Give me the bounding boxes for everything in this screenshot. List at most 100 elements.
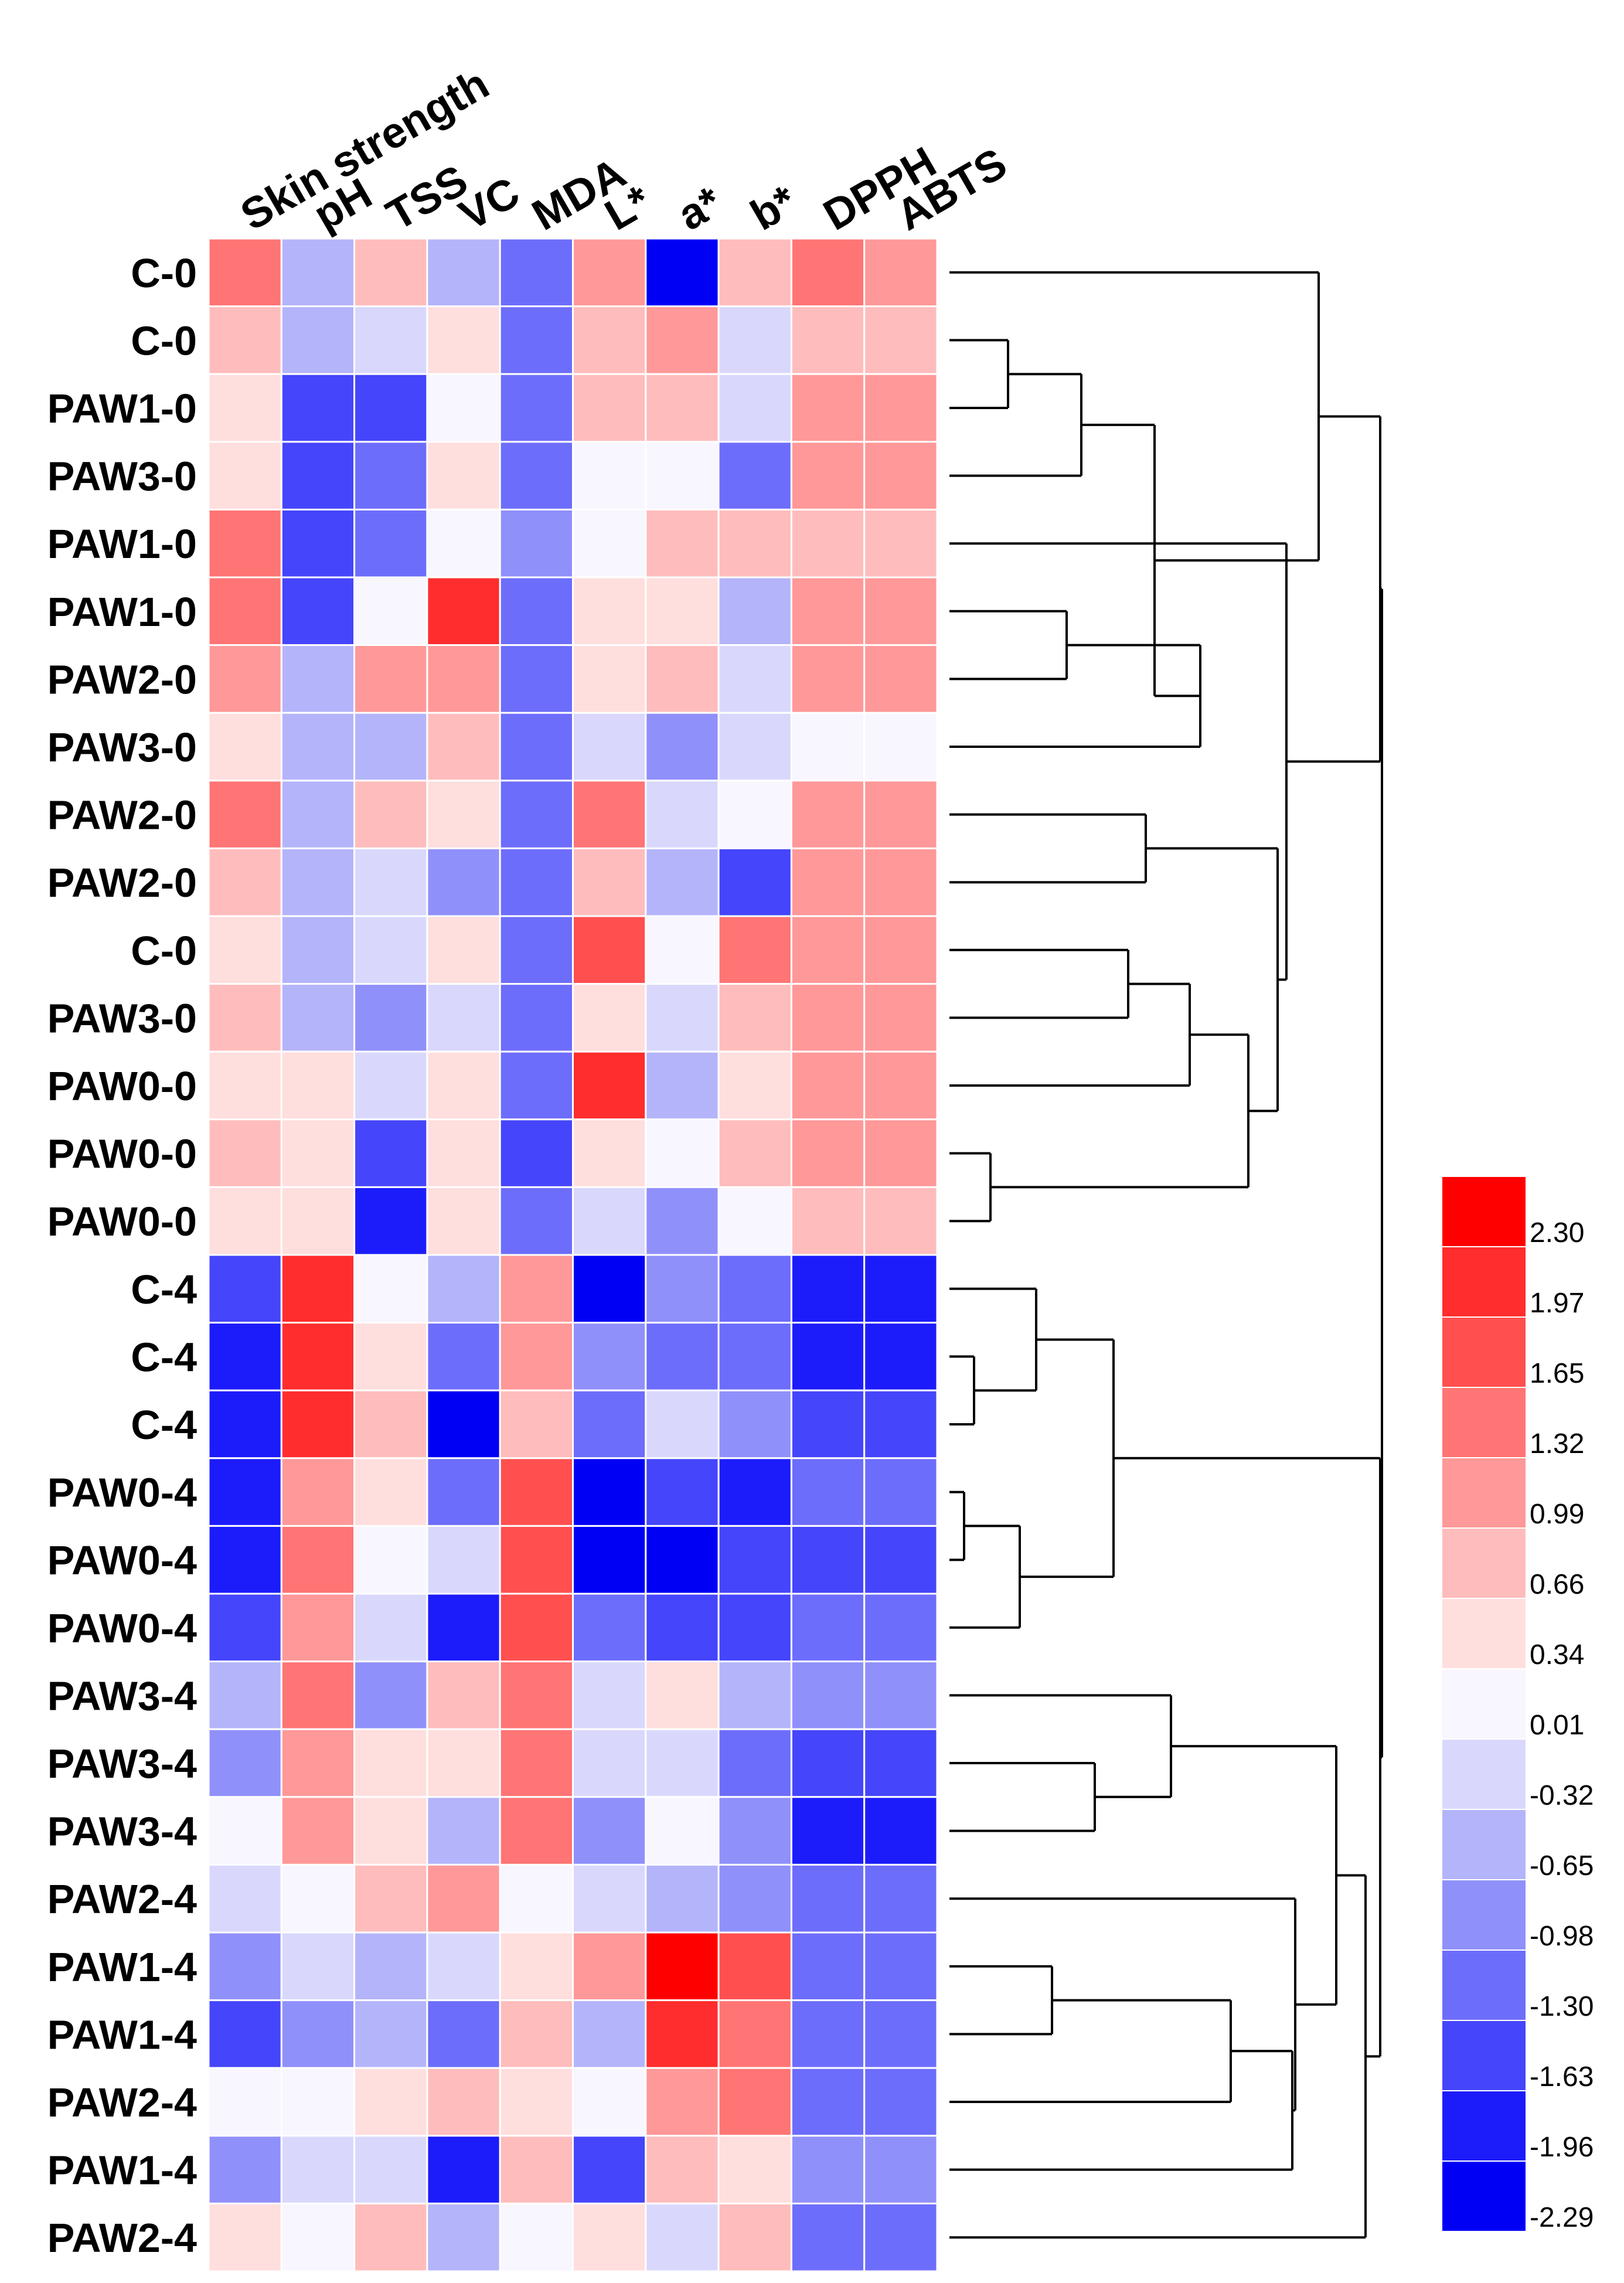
- row-label: PAW0-0: [47, 1063, 197, 1109]
- heatmap-cell: [572, 508, 647, 579]
- heatmap-cell: [863, 983, 938, 1053]
- heatmap-cell: [207, 915, 282, 985]
- heatmap-cell: [207, 1863, 282, 1934]
- heatmap-cell: [645, 1457, 720, 1527]
- heatmap-cell: [645, 1118, 720, 1188]
- heatmap-cell: [280, 780, 356, 849]
- heatmap-cell: [426, 1661, 501, 1730]
- row-label: PAW2-4: [47, 1876, 197, 1922]
- heatmap-cell: [863, 780, 938, 849]
- heatmap-cell: [280, 1931, 356, 2002]
- heatmap-cell: [499, 1863, 574, 1934]
- color-scale-swatch: [1441, 1598, 1527, 1669]
- heatmap-cell: [863, 1661, 938, 1730]
- heatmap-cell: [790, 1050, 866, 1121]
- heatmap-cell: [863, 1525, 938, 1595]
- heatmap-cell: [426, 1728, 501, 1798]
- heatmap-cell: [207, 1389, 282, 1459]
- heatmap-cell: [280, 1118, 356, 1188]
- heatmap-cell: [790, 305, 866, 375]
- heatmap-cell: [645, 1322, 720, 1391]
- heatmap-cell: [353, 305, 428, 375]
- heatmap-cell: [280, 644, 356, 714]
- heatmap-cell: [426, 1525, 501, 1595]
- heatmap-cell: [717, 441, 792, 511]
- heatmap-cell: [572, 915, 647, 985]
- heatmap-cell: [572, 373, 647, 443]
- heatmap-cell: [353, 1050, 428, 1121]
- row-label: PAW0-4: [47, 1605, 197, 1651]
- heatmap-cell: [790, 983, 866, 1053]
- heatmap-cell: [572, 1796, 647, 1866]
- heatmap-cell: [280, 1186, 356, 1256]
- heatmap-cell: [863, 2135, 938, 2204]
- heatmap-cell: [426, 1186, 501, 1256]
- heatmap-cell: [207, 644, 282, 714]
- heatmap-cell: [353, 373, 428, 443]
- heatmap-cell: [353, 1118, 428, 1188]
- heatmap-cell: [572, 441, 647, 511]
- heatmap-cell: [499, 1931, 574, 2002]
- heatmap-cell: [572, 847, 647, 917]
- heatmap-cell: [863, 847, 938, 917]
- heatmap-cell: [353, 508, 428, 579]
- heatmap-cells: [207, 237, 938, 2272]
- heatmap-cell: [572, 712, 647, 782]
- row-label: PAW0-0: [47, 1199, 197, 1244]
- heatmap-cell: [790, 712, 866, 782]
- heatmap-cell: [717, 1118, 792, 1188]
- heatmap-cell: [499, 1050, 574, 1121]
- color-scale-swatch: [1441, 2090, 1527, 2162]
- heatmap-cell: [207, 1593, 282, 1663]
- heatmap-cell: [790, 576, 866, 647]
- heatmap-cell: [499, 1186, 574, 1256]
- heatmap-cell: [280, 1457, 356, 1527]
- heatmap-cell: [499, 576, 574, 647]
- heatmap-cell: [717, 644, 792, 714]
- heatmap-cell: [863, 2202, 938, 2272]
- heatmap-cell: [790, 237, 866, 308]
- row-label: PAW1-0: [47, 521, 197, 567]
- heatmap-cell: [499, 915, 574, 985]
- heatmap-cell: [645, 1931, 720, 2002]
- heatmap-cell: [280, 1050, 356, 1121]
- heatmap-cell: [645, 983, 720, 1053]
- color-scale-swatch: [1441, 1387, 1527, 1458]
- row-label: PAW0-4: [47, 1470, 197, 1516]
- color-scale-label: 2.30: [1530, 1217, 1584, 1248]
- row-label: PAW0-0: [47, 1131, 197, 1177]
- color-scale-label: -2.29: [1530, 2202, 1594, 2233]
- heatmap-cell: [790, 1186, 866, 1256]
- heatmap-cell: [207, 1796, 282, 1866]
- color-scale-swatch: [1441, 2160, 1527, 2232]
- row-label: PAW3-0: [47, 995, 197, 1041]
- heatmap-cell: [645, 847, 720, 917]
- heatmap-cell: [353, 983, 428, 1053]
- heatmap-cell: [353, 576, 428, 647]
- heatmap-cell: [353, 644, 428, 714]
- heatmap-cell: [717, 237, 792, 308]
- heatmap-cell: [572, 1050, 647, 1121]
- heatmap-cell: [790, 508, 866, 579]
- row-label: PAW2-0: [47, 792, 197, 838]
- color-scale-swatch: [1441, 1949, 1527, 2021]
- heatmap-cell: [280, 712, 356, 782]
- heatmap-cell: [717, 1728, 792, 1798]
- heatmap-cell: [863, 915, 938, 985]
- heatmap-cell: [207, 576, 282, 647]
- heatmap-cell: [426, 1863, 501, 1934]
- heatmap-cell: [499, 2135, 574, 2204]
- row-label: C-4: [131, 1402, 197, 1448]
- heatmap-cell: [572, 1863, 647, 1934]
- heatmap-cell: [863, 1931, 938, 2002]
- row-label: PAW2-0: [47, 860, 197, 906]
- row-label: C-4: [131, 1334, 197, 1380]
- heatmap-cell: [717, 1389, 792, 1459]
- row-label: PAW3-4: [47, 1809, 197, 1855]
- heatmap-cell: [353, 847, 428, 917]
- heatmap-cell: [572, 1457, 647, 1527]
- row-label: PAW3-4: [47, 1673, 197, 1719]
- color-scale-label: -0.32: [1530, 1780, 1594, 1811]
- heatmap-cell: [426, 373, 501, 443]
